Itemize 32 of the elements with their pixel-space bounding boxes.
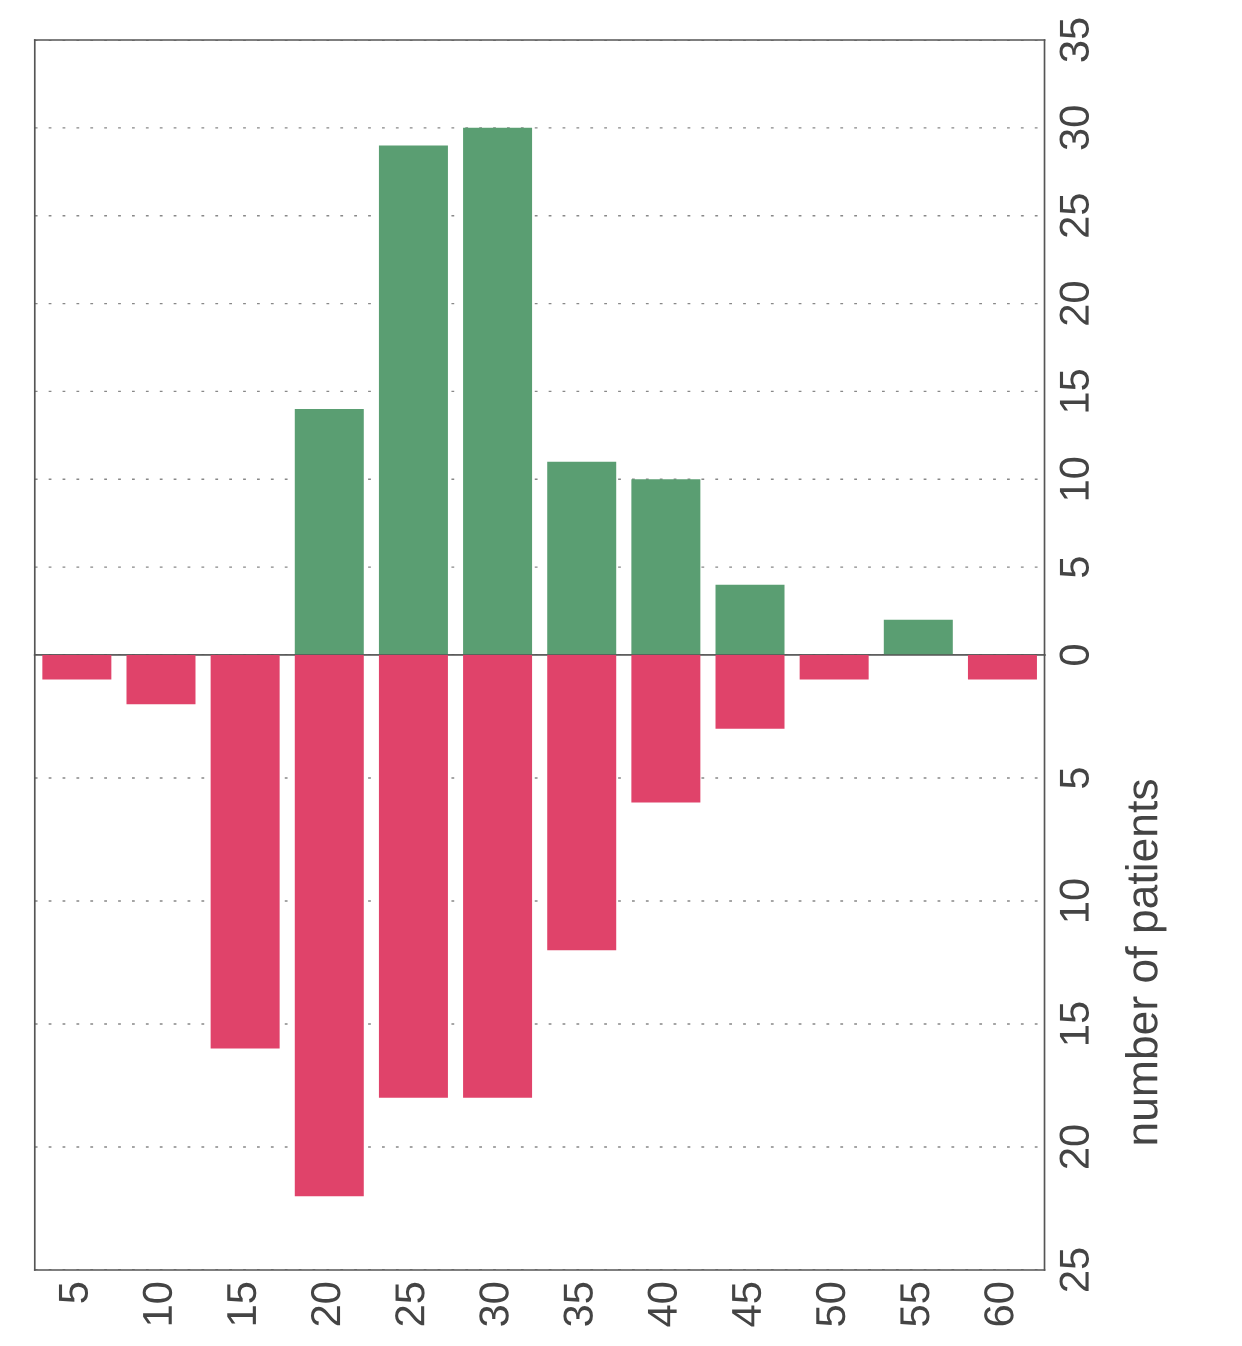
y-tick-label: 25 [1059, 194, 1090, 237]
x-tick-label: 40 [647, 1282, 678, 1327]
bar [799, 655, 869, 680]
y-tick-label: 30 [1059, 106, 1090, 150]
bar [42, 655, 112, 680]
bar [883, 619, 953, 655]
bar [210, 655, 280, 1049]
x-tick-label: 15 [227, 1282, 257, 1325]
y-tick-label: 15 [1059, 1002, 1090, 1044]
x-tick-label: 45 [732, 1282, 762, 1327]
y-tick-label: 10 [1059, 457, 1090, 500]
x-tick-label: 20 [310, 1282, 341, 1326]
x-tick-label: 25 [395, 1282, 425, 1326]
x-tick-label: 10 [142, 1282, 173, 1325]
y-tick-label: 25 [1059, 1248, 1090, 1292]
x-tick-label: 35 [563, 1282, 593, 1326]
y-tick-label: 20 [1059, 1125, 1090, 1169]
x-tick-label: 55 [900, 1282, 930, 1326]
x-tick-label: 30 [479, 1282, 509, 1326]
y-tick-label: 5 [1059, 768, 1090, 788]
x-tick-label: 60 [984, 1282, 1014, 1326]
y-tick-label: 15 [1059, 370, 1090, 412]
y-tick-label: 20 [1059, 282, 1090, 325]
x-tick-label: 50 [815, 1282, 846, 1326]
y-tick-label: 5 [1059, 557, 1090, 578]
bar [967, 655, 1037, 680]
bar [126, 655, 196, 705]
y-tick-label: 35 [1059, 18, 1090, 62]
y-tick-label: 10 [1059, 879, 1090, 921]
y-axis-title: number of patients [1125, 780, 1167, 1144]
y-tick-label: 0 [1059, 645, 1090, 665]
x-tick-label: 5 [58, 1282, 89, 1303]
